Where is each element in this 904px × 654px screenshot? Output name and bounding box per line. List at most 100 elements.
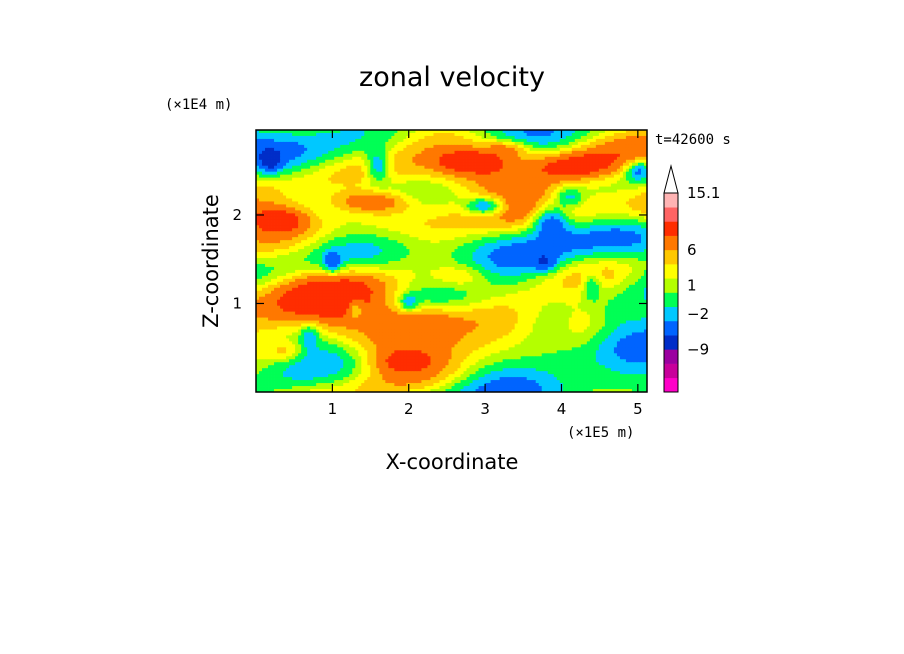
field-cell (325, 216, 329, 220)
field-cell (430, 147, 434, 152)
field-cell (421, 171, 425, 176)
field-cell (409, 231, 413, 235)
field-cell (574, 219, 579, 223)
field-cell (373, 198, 377, 202)
field-cell (292, 216, 296, 220)
field-cell (433, 138, 437, 143)
field-cell (580, 183, 585, 187)
field-cell (520, 234, 525, 238)
field-cell (415, 153, 419, 158)
field-cell (463, 168, 467, 173)
field-cell (460, 198, 464, 202)
field-cell (445, 132, 449, 137)
field-cell (523, 132, 528, 137)
field-cell (586, 132, 591, 137)
field-cell (346, 130, 350, 134)
field-cell (454, 198, 458, 202)
field-cell (475, 219, 479, 223)
field-cell (304, 243, 308, 247)
field-cell (562, 147, 567, 152)
field-cell (472, 153, 476, 158)
field-cell (262, 240, 266, 244)
field-cell (382, 219, 386, 223)
field-cell (544, 204, 549, 208)
field-cell (472, 144, 476, 149)
field-cell (316, 225, 320, 229)
field-cell (349, 195, 353, 199)
field-cell (589, 201, 594, 205)
field-cell (481, 150, 485, 155)
field-cell (481, 228, 485, 232)
field-cell (520, 210, 525, 214)
field-cell (442, 138, 446, 143)
field-cell (373, 132, 377, 137)
field-cell (379, 177, 383, 182)
field-cell (295, 237, 299, 241)
field-cell (538, 189, 543, 193)
field-cell (526, 144, 531, 149)
field-cell (346, 225, 350, 229)
field-cell (265, 138, 269, 143)
field-cell (385, 207, 389, 211)
field-cell (466, 132, 470, 137)
field-cell (574, 147, 579, 152)
field-cell (292, 219, 296, 223)
field-cell (325, 141, 329, 146)
field-cell (259, 228, 263, 232)
field-cell (544, 222, 549, 226)
field-cell (304, 183, 308, 187)
field-cell (595, 153, 600, 158)
field-cell (343, 180, 347, 184)
field-cell (631, 219, 636, 223)
field-cell (475, 240, 479, 244)
field-cell (367, 177, 371, 182)
field-cell (514, 165, 519, 170)
field-cell (511, 165, 516, 170)
field-cell (274, 144, 278, 149)
field-cell (547, 231, 552, 235)
field-cell (265, 180, 269, 184)
field-cell (604, 201, 609, 205)
field-cell (622, 225, 627, 229)
field-cell (403, 201, 407, 205)
field-cell (559, 174, 564, 179)
field-cell (445, 213, 449, 217)
field-cell (523, 240, 528, 244)
field-cell (397, 171, 401, 176)
field-cell (568, 144, 573, 149)
field-cell (526, 174, 531, 179)
field-cell (289, 135, 293, 140)
field-cell (595, 222, 600, 226)
field-cell (259, 222, 263, 226)
field-cell (289, 174, 293, 179)
field-cell (508, 183, 513, 187)
field-cell (463, 225, 467, 229)
field-cell (415, 243, 419, 247)
field-cell (445, 174, 449, 179)
field-cell (529, 225, 534, 229)
field-cell (397, 189, 401, 193)
field-cell (265, 243, 269, 247)
field-cell (640, 216, 645, 220)
field-cell (544, 168, 549, 173)
field-cell (484, 222, 488, 226)
field-cell (532, 144, 537, 149)
field-cell (547, 213, 552, 217)
field-cell (367, 183, 371, 187)
field-cell (619, 186, 624, 190)
field-cell (526, 192, 531, 196)
field-cell (361, 135, 365, 140)
field-cell (376, 198, 380, 202)
field-cell (451, 195, 455, 199)
field-cell (334, 204, 338, 208)
field-cell (613, 216, 618, 220)
field-cell (610, 138, 615, 143)
field-cell (310, 240, 314, 244)
field-cell (490, 207, 495, 211)
field-cell (628, 159, 633, 164)
field-cell (592, 195, 597, 199)
field-cell (298, 237, 302, 241)
field-cell (322, 210, 326, 214)
field-cell (334, 189, 338, 193)
field-cell (316, 138, 320, 143)
